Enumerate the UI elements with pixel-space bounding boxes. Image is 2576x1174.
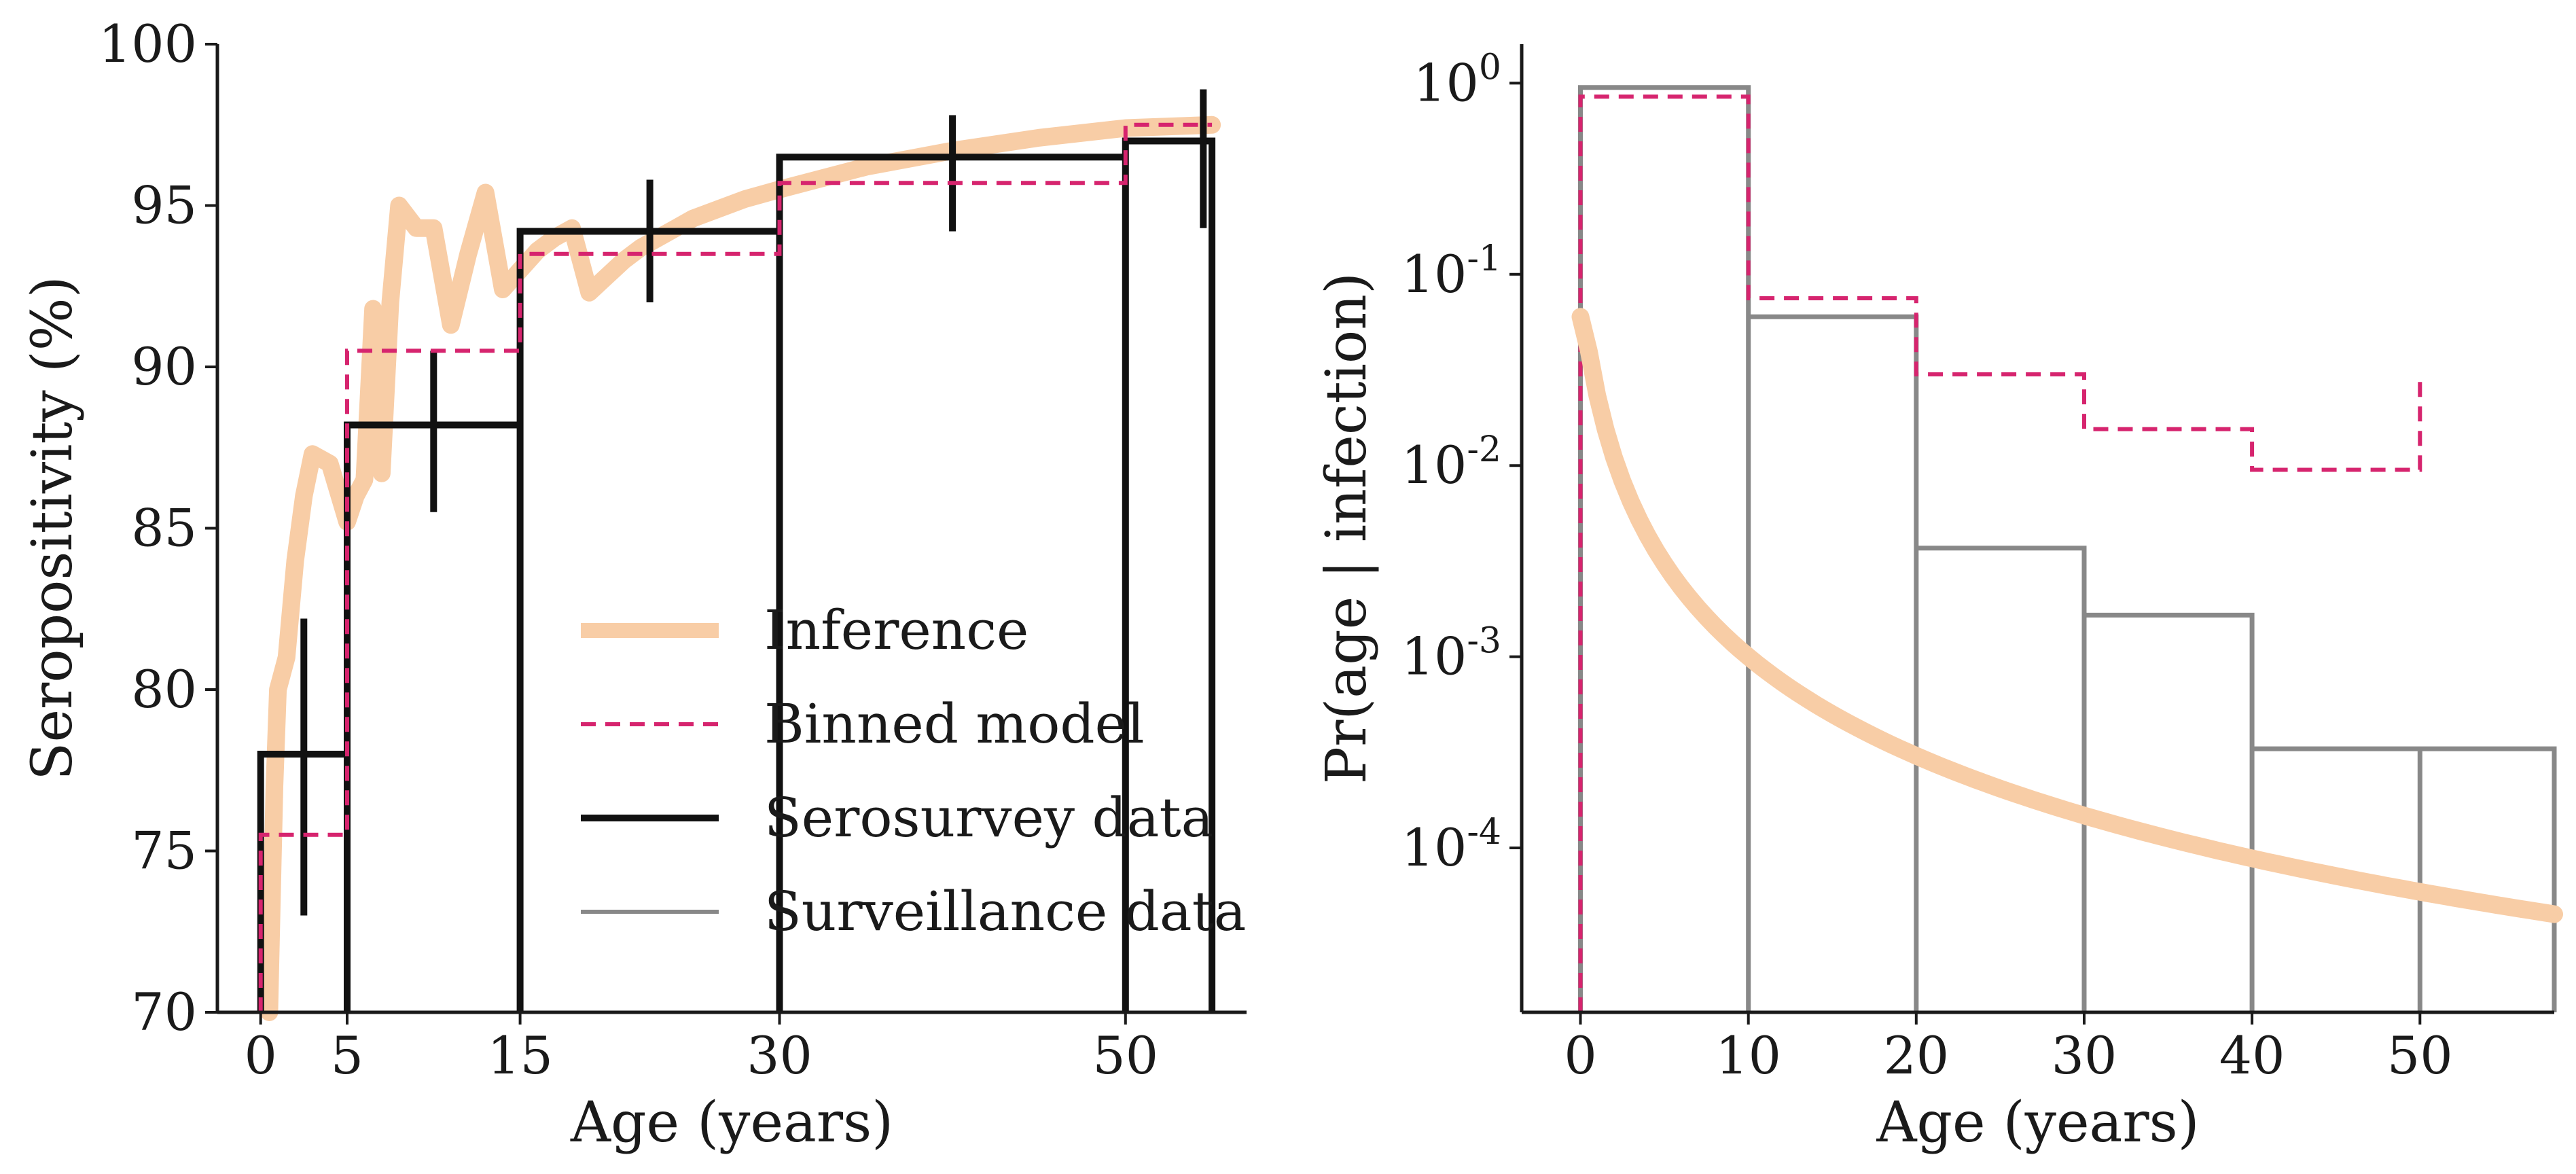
y-axis-title: Seropositivity (%) bbox=[20, 276, 85, 780]
y-tick-label: 95 bbox=[131, 175, 197, 236]
y-tick-label: 10-4 bbox=[1401, 812, 1501, 878]
y-tick-base: 10 bbox=[1401, 817, 1467, 878]
y-tick-base: 10 bbox=[1401, 626, 1467, 687]
y-tick-base: 10 bbox=[1401, 435, 1467, 495]
y-tick-label: 70 bbox=[131, 982, 197, 1042]
series-binned-model-steps bbox=[1578, 94, 2422, 1012]
legend-label: Inference bbox=[764, 599, 1028, 662]
x-tick-label: 30 bbox=[747, 1025, 812, 1086]
y-tick-exponent: -2 bbox=[1467, 429, 1501, 470]
y-tick-label: 90 bbox=[131, 336, 197, 397]
x-axis-title: Age (years) bbox=[1876, 1090, 2199, 1155]
series-surveillance-bars bbox=[1578, 85, 2557, 1012]
y-tick-label: 100 bbox=[99, 14, 197, 74]
legend-label: Serosurvey data bbox=[764, 786, 1213, 849]
series-inference-line bbox=[260, 115, 1221, 1021]
x-tick-label: 0 bbox=[244, 1025, 276, 1086]
legend-label: Surveillance data bbox=[764, 880, 1246, 943]
y-tick-label: 100 bbox=[1413, 47, 1501, 113]
legend-label: Binned model bbox=[764, 692, 1145, 755]
y-tick-label: 75 bbox=[131, 821, 197, 881]
x-tick-label: 50 bbox=[2387, 1025, 2453, 1086]
series-inference-curve bbox=[1571, 308, 2563, 923]
seropositivity-chart: 0 5 15 30 50 70 75 80 85 90 95 100 Age (years) Seropo… bbox=[20, 14, 1247, 1155]
y-tick-label: 10-2 bbox=[1401, 429, 1501, 495]
y-tick-label: 80 bbox=[131, 659, 197, 719]
x-tick-label: 0 bbox=[1564, 1025, 1596, 1086]
y-tick-exponent: 0 bbox=[1479, 47, 1501, 88]
y-tick-exponent: -1 bbox=[1467, 238, 1501, 279]
series-binned-model-steps bbox=[258, 122, 1213, 1012]
y-tick-label: 10-3 bbox=[1401, 621, 1501, 687]
x-tick-label: 15 bbox=[487, 1025, 553, 1086]
x-tick-label: 30 bbox=[2052, 1025, 2117, 1086]
y-tick-base: 10 bbox=[1413, 52, 1479, 113]
y-tick-label: 10-1 bbox=[1401, 238, 1501, 304]
y-tick-base: 10 bbox=[1401, 244, 1467, 304]
legend: Inference Binned model Serosurvey data Surv… bbox=[581, 599, 1246, 943]
y-tick-label: 85 bbox=[131, 498, 197, 558]
x-tick-label: 10 bbox=[1715, 1025, 1781, 1086]
y-tick-exponent: -3 bbox=[1467, 621, 1501, 662]
x-tick-label: 40 bbox=[2219, 1025, 2285, 1086]
x-axis-title: Age (years) bbox=[570, 1090, 893, 1155]
x-tick-label: 50 bbox=[1092, 1025, 1158, 1086]
x-tick-label: 5 bbox=[331, 1025, 363, 1086]
y-axis-title: Pr(age | infection) bbox=[1314, 272, 1379, 784]
y-tick-exponent: -4 bbox=[1467, 812, 1501, 853]
x-tick-label: 20 bbox=[1883, 1025, 1949, 1086]
